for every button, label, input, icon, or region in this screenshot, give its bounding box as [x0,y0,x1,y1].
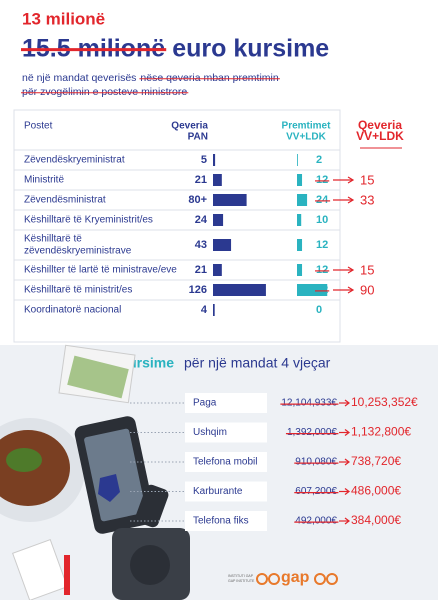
column-header: VV+LDK [356,129,404,143]
pan-bar [213,304,215,316]
pan-value: 24 [195,214,208,226]
row-label: Këshillter të lartë të ministrave/eve [24,265,177,276]
arrow-head [344,429,350,436]
arrow-head [344,488,350,495]
item-box [185,481,267,502]
promise-value: 72 [316,284,328,296]
actual-value: 15 [360,262,374,277]
before-value: 12,104,933€ [281,398,337,409]
row-label: Zëvendësministrat [24,195,106,206]
row-label: Koordinatorë nacional [24,305,121,316]
promise-value: 12 [316,264,328,276]
logo-dot [268,573,280,585]
pan-bar [213,214,224,226]
row-label: Këshilltarë të Kryeministrit/es [24,215,153,226]
struck-subtitle: nëse qeveria mban premtimin [140,72,278,84]
actual-value: 33 [360,192,374,207]
column-header: PAN [188,132,208,143]
promise-value: 12 [316,239,328,251]
pan-value: 4 [201,304,208,316]
promise-bar [297,264,303,276]
item-box [185,511,267,531]
org-name: INSTITUTI GAP [228,574,254,578]
column-header: Qeveria [358,118,402,132]
row-label: zëvendëskryeministrave [24,246,132,257]
arrow-head [347,196,355,204]
illustration [0,344,190,600]
arrow-head [347,176,355,184]
pan-bar [213,174,222,186]
pan-bar [213,239,232,251]
row-label: Këshilltarë të [24,234,82,245]
arrow-head [347,286,355,294]
promise-bar [297,214,302,226]
item-label: Telefona fiks [193,516,249,527]
promise-value: 12 [316,174,328,186]
item-box [185,393,267,413]
arrow-head [347,266,355,274]
promise-bar [297,194,308,206]
item-box [185,422,267,443]
subtitle: në një mandat qeverisës [22,72,136,84]
after-value: 10,253,352€ [351,395,418,409]
row-label: Zëvendëskryeministrat [24,155,125,166]
item-label: Paga [193,398,217,409]
pan-bar [213,194,247,206]
arrow-head [344,458,350,466]
promise-bar [297,174,303,186]
after-value: 486,000€ [351,484,401,498]
actual-value: 15 [360,172,374,187]
after-value: 738,720€ [351,454,401,468]
column-header: Postet [24,121,53,132]
pan-value: 126 [189,284,207,296]
after-value: 1,132,800€ [351,425,411,439]
before-value: 607,200€ [295,486,337,497]
row-label: Ministritë [24,175,64,186]
promise-bar [297,154,298,166]
promise-value: 0 [316,304,322,316]
pan-value: 21 [195,174,207,186]
pan-value: 43 [195,239,207,251]
kicker: 13 milionë [22,9,105,28]
logo-dot [326,573,338,585]
struck-subtitle: për zvogëlimin e posteve ministrore [22,86,187,98]
after-value: 384,000€ [351,513,401,527]
pan-bar [213,264,222,276]
row-label: Këshilltarë të ministrit/es [24,285,132,296]
pan-value: 5 [201,154,207,166]
before-value: 1,392,000€ [287,427,337,438]
pan-value: 80+ [188,194,207,206]
promise-bar [297,284,328,296]
promise-value: 24 [316,194,329,206]
pan-bar [213,154,216,166]
pan-bar [213,284,266,296]
table-panel [13,109,341,343]
column-header: VV+LDK [286,132,327,143]
item-label: Ushqim [193,427,227,438]
item-label: Karburante [193,486,243,497]
column-header: Premtimet [282,121,332,132]
item-box [185,452,267,472]
actual-value: 90 [360,282,374,297]
promise-value: 10 [316,214,328,226]
title: euro kursime [172,35,329,63]
column-header: Qeveria [171,121,208,132]
logo-dot [256,573,268,585]
promise-value: 2 [316,154,322,166]
pan-value: 21 [195,264,207,276]
item-label: Telefona mobil [193,457,257,468]
logo: gap [281,569,310,586]
before-value: 910,080€ [295,457,337,468]
arrow-head [344,399,350,407]
promise-bar [297,239,303,251]
logo-dot [314,573,326,585]
org-name: GAP INSTITUTE [228,579,255,583]
arrow-head [344,517,350,525]
savings-title: për një mandat 4 vjeçar [184,355,331,371]
before-value: 492,000€ [295,516,337,527]
